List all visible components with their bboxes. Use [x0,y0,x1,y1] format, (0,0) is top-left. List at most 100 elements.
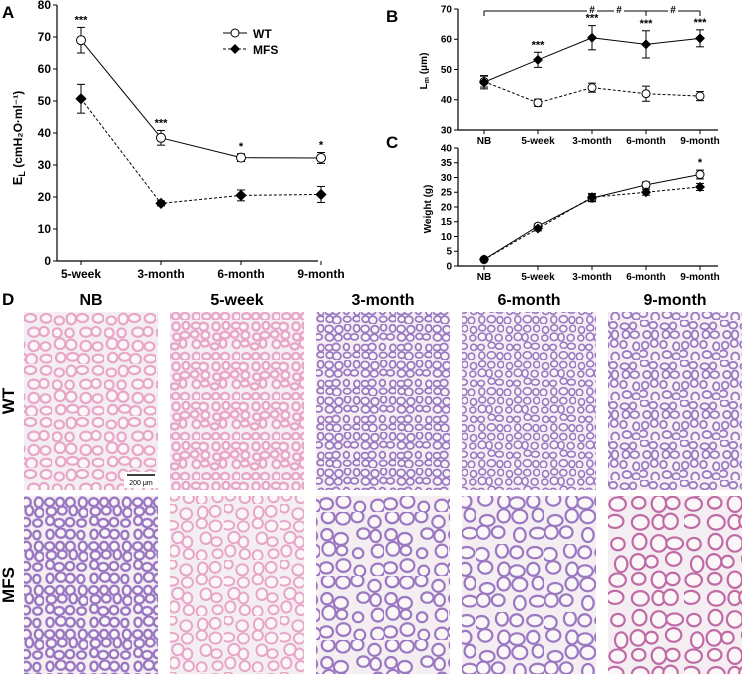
data-point [587,83,597,93]
chart-b-ylabel: Lm (μm) [419,53,431,90]
x-tick-label: 5-week [521,136,555,147]
histology-image-mfs-nb [24,496,158,674]
y-tick-label: 0 [44,254,51,268]
data-point [479,254,489,265]
y-tick-label: 25 [441,188,453,199]
x-tick-label: NB [477,136,491,147]
significance-label: *** [640,18,654,30]
histology-column-title: 3-month [351,292,414,309]
panel-letter-a: A [2,3,14,22]
panel-letter-c: C [386,133,398,152]
histology-image-mfs-6-month [462,496,596,674]
data-point [236,152,246,163]
histology-image-mfs-3-month [316,496,450,674]
significance-label: * [698,157,703,169]
x-tick-label: 6-month [217,267,264,281]
y-tick-label: 40 [441,143,453,154]
significance-label: *** [155,117,169,129]
series-line [483,174,701,260]
y-tick-label: 60 [38,62,52,76]
data-point [155,197,167,210]
histology-row-label: WT [0,387,18,414]
x-tick-label: 9-month [680,272,719,283]
data-point [695,170,705,180]
significance-label: * [319,140,324,152]
panel-letter-b: B [386,7,398,26]
histology-column-title: NB [79,292,102,309]
panel-letter-d: D [2,290,14,309]
y-tick-label: 80 [38,0,52,12]
legend-wt-label: WT [253,27,272,41]
data-point [533,98,543,108]
series-wt [479,169,705,265]
x-tick-label: 3-month [572,272,611,283]
histology-row-label: MFS [0,567,18,603]
y-tick-label: 60 [441,35,453,46]
data-point [156,132,166,143]
chart-a-legend: WT MFS [223,27,278,57]
histology-image-wt-9-month [608,312,742,490]
y-tick-label: 10 [38,222,52,236]
bracket-mark: # [670,5,676,16]
y-tick-label: 50 [441,65,453,76]
legend-wt-marker [230,28,240,38]
data-point [316,152,326,163]
histology-column-title: 5-week [210,292,263,309]
y-tick-label: 20 [441,202,453,213]
x-tick-label: 5-week [61,267,101,281]
histology-image-mfs-5-week [170,496,304,674]
x-tick-label: 5-week [521,272,555,283]
y-tick-label: 70 [38,30,52,44]
histology-image-mfs-9-month [608,496,742,674]
histology-image-wt-nb [24,312,158,490]
data-point [587,192,597,203]
histology-image-wt-6-month [462,312,596,490]
chart-c: Weight (g) 0 5 10 15 20 25 30 35 40 NB 5-week 3-mon… [423,143,720,283]
data-point [235,189,247,202]
data-point [479,77,489,88]
significance-label: *** [586,13,600,25]
series-wt [479,75,705,108]
data-point [695,181,705,192]
significance-label: *** [532,39,546,51]
y-tick-label: 20 [38,190,52,204]
y-tick-label: 30 [441,173,453,184]
x-tick-label: 3-month [572,136,611,147]
histology-column-title: 9-month [643,292,706,309]
series-mfs [479,25,705,90]
histology-grid: NB 5-week 3-month 6-month 9-month WT MFS 200 μm [0,292,742,674]
series-line [80,39,322,159]
data-point [76,35,86,46]
chart-b: Lm (μm) 30 40 50 60 70 NB 5-week 3-month 6-month… [419,4,720,147]
legend-mfs-label: MFS [253,43,278,57]
data-point [533,54,543,65]
bracket-mark-bg [587,4,597,14]
x-tick-label: 3-month [137,267,184,281]
y-tick-label: 10 [441,232,453,243]
series-mfs [479,181,705,265]
data-point [695,91,705,101]
data-point [533,223,543,234]
significance-label: *** [694,17,708,29]
bracket-mark-bg [614,4,624,14]
y-tick-label: 0 [446,261,452,272]
series-mfs [75,83,327,210]
legend-mfs-marker [230,44,240,54]
significance-label: * [239,141,244,153]
y-tick-label: 40 [38,126,52,140]
y-tick-label: 40 [441,95,453,106]
data-point [587,32,597,43]
histology-column-title: 6-month [497,292,560,309]
series-line [483,81,701,104]
y-tick-label: 35 [441,158,453,169]
bracket-mark: # [589,5,595,16]
bracket-mark: # [616,5,622,16]
y-tick-label: 70 [441,4,453,15]
y-tick-label: 5 [446,247,452,258]
data-point [641,89,651,99]
x-tick-label: 9-month [680,136,719,147]
bracket-mark-bg [668,4,678,14]
significance-label: *** [75,14,89,26]
scale-bar-label: 200 μm [129,480,153,487]
